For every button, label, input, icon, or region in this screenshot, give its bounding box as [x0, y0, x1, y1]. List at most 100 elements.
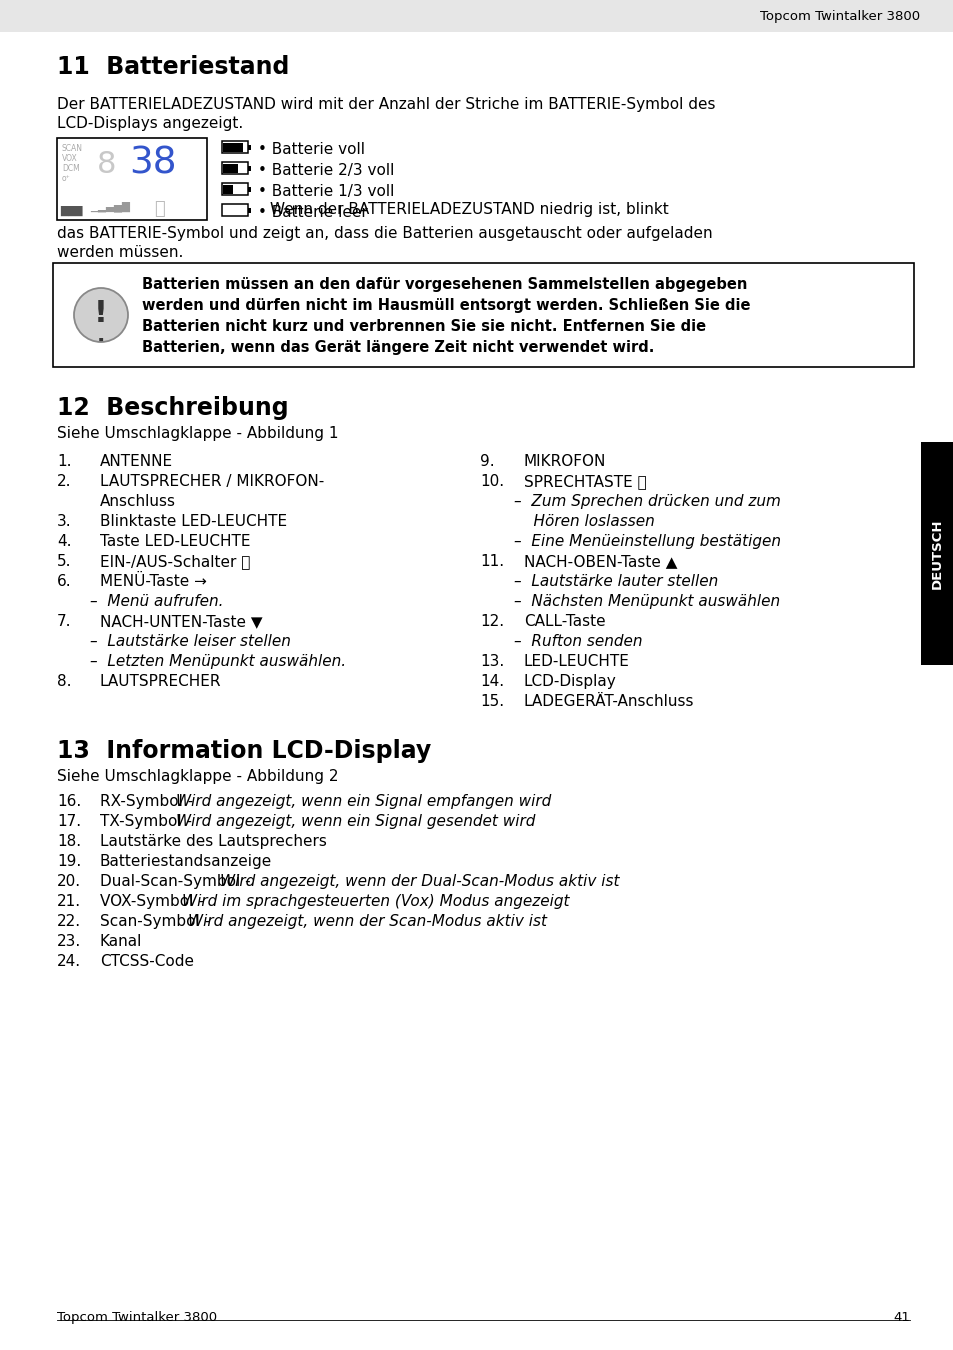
- Text: werden und dürfen nicht im Hausmüll entsorgt werden. Schließen Sie die: werden und dürfen nicht im Hausmüll ents…: [142, 298, 750, 313]
- Text: –  Zum Sprechen drücken und zum: – Zum Sprechen drücken und zum: [514, 494, 781, 509]
- Text: 10.: 10.: [479, 474, 503, 489]
- FancyBboxPatch shape: [0, 0, 953, 32]
- Text: 8: 8: [97, 150, 116, 180]
- Text: LED-LEUCHTE: LED-LEUCHTE: [523, 653, 629, 670]
- Text: 20.: 20.: [57, 873, 81, 890]
- Text: das BATTERIE-Symbol und zeigt an, dass die Batterien ausgetauscht oder aufgelade: das BATTERIE-Symbol und zeigt an, dass d…: [57, 225, 712, 242]
- FancyBboxPatch shape: [222, 140, 248, 153]
- Text: LAUTSPRECHER: LAUTSPRECHER: [100, 674, 221, 688]
- Text: 13  Information LCD-Display: 13 Information LCD-Display: [57, 738, 431, 763]
- Text: Blinktaste LED-LEUCHTE: Blinktaste LED-LEUCHTE: [100, 514, 287, 529]
- Text: MIKROFON: MIKROFON: [523, 454, 606, 468]
- Text: 18.: 18.: [57, 834, 81, 849]
- Text: 22.: 22.: [57, 914, 81, 929]
- FancyBboxPatch shape: [248, 144, 251, 150]
- Text: LCD-Display: LCD-Display: [523, 674, 616, 688]
- Text: ANTENNE: ANTENNE: [100, 454, 172, 468]
- Text: 41: 41: [892, 1311, 909, 1324]
- Text: 1.: 1.: [57, 454, 71, 468]
- Text: 7.: 7.: [57, 614, 71, 629]
- Text: Anschluss: Anschluss: [100, 494, 175, 509]
- Text: SPRECHTASTE Ⓜ: SPRECHTASTE Ⓜ: [523, 474, 646, 489]
- Text: MENÜ-Taste →: MENÜ-Taste →: [100, 574, 207, 589]
- FancyBboxPatch shape: [222, 204, 248, 216]
- Text: –  Lautstärke lauter stellen: – Lautstärke lauter stellen: [514, 574, 718, 589]
- FancyBboxPatch shape: [222, 162, 248, 174]
- Text: LADEGERÄT-Anschluss: LADEGERÄT-Anschluss: [523, 694, 694, 709]
- Text: o⁺: o⁺: [62, 174, 71, 184]
- FancyBboxPatch shape: [223, 163, 238, 173]
- Text: 6.: 6.: [57, 574, 71, 589]
- Text: 12.: 12.: [479, 614, 503, 629]
- Text: Batterien nicht kurz und verbrennen Sie sie nicht. Entfernen Sie die: Batterien nicht kurz und verbrennen Sie …: [142, 319, 705, 333]
- FancyBboxPatch shape: [248, 208, 251, 212]
- FancyBboxPatch shape: [222, 184, 248, 194]
- Text: –  Rufton senden: – Rufton senden: [514, 634, 641, 649]
- FancyBboxPatch shape: [223, 143, 243, 151]
- Text: • Batterie voll: • Batterie voll: [257, 142, 365, 157]
- Text: EIN-/AUS-Schalter ⏻: EIN-/AUS-Schalter ⏻: [100, 554, 250, 568]
- Text: Dual-Scan-Symbol -: Dual-Scan-Symbol -: [100, 873, 255, 890]
- FancyBboxPatch shape: [53, 263, 913, 367]
- Text: 3.: 3.: [57, 514, 71, 529]
- Text: CTCSS-Code: CTCSS-Code: [100, 954, 193, 969]
- FancyBboxPatch shape: [248, 186, 251, 192]
- Text: 19.: 19.: [57, 855, 81, 869]
- Text: !: !: [94, 298, 108, 328]
- Text: Siehe Umschlagklappe - Abbildung 2: Siehe Umschlagklappe - Abbildung 2: [57, 769, 338, 784]
- Text: DCM: DCM: [62, 163, 80, 173]
- Text: ███: ███: [60, 207, 82, 216]
- Text: 16.: 16.: [57, 794, 81, 809]
- FancyBboxPatch shape: [57, 138, 207, 220]
- Text: ⛉: ⛉: [153, 200, 165, 217]
- Text: 24.: 24.: [57, 954, 81, 969]
- Text: 13.: 13.: [479, 653, 504, 670]
- Text: 12  Beschreibung: 12 Beschreibung: [57, 396, 289, 420]
- Text: 14.: 14.: [479, 674, 503, 688]
- Text: VOX-Symbol -: VOX-Symbol -: [100, 894, 209, 909]
- Text: LAUTSPRECHER / MIKROFON-: LAUTSPRECHER / MIKROFON-: [100, 474, 324, 489]
- Text: –  Nächsten Menüpunkt auswählen: – Nächsten Menüpunkt auswählen: [514, 594, 780, 609]
- FancyBboxPatch shape: [920, 441, 953, 666]
- Text: 9.: 9.: [479, 454, 494, 468]
- Text: Hören loslassen: Hören loslassen: [514, 514, 654, 529]
- Text: TX-Symbol -: TX-Symbol -: [100, 814, 196, 829]
- Text: Kanal: Kanal: [100, 934, 142, 949]
- Text: 2.: 2.: [57, 474, 71, 489]
- Text: NACH-UNTEN-Taste ▼: NACH-UNTEN-Taste ▼: [100, 614, 262, 629]
- Text: 4.: 4.: [57, 535, 71, 549]
- Text: ▁▂▄▆█: ▁▂▄▆█: [90, 201, 130, 212]
- Text: 5.: 5.: [57, 554, 71, 568]
- Text: 15.: 15.: [479, 694, 503, 709]
- Text: Batterien, wenn das Gerät längere Zeit nicht verwendet wird.: Batterien, wenn das Gerät längere Zeit n…: [142, 340, 654, 355]
- Text: CALL-Taste: CALL-Taste: [523, 614, 605, 629]
- Text: Wird angezeigt, wenn der Dual-Scan-Modus aktiv ist: Wird angezeigt, wenn der Dual-Scan-Modus…: [219, 873, 618, 890]
- Text: 38: 38: [129, 146, 176, 182]
- Text: Batteriestandsanzeige: Batteriestandsanzeige: [100, 855, 272, 869]
- Text: Wird angezeigt, wenn ein Signal gesendet wird: Wird angezeigt, wenn ein Signal gesendet…: [175, 814, 535, 829]
- Text: 21.: 21.: [57, 894, 81, 909]
- Text: 11.: 11.: [479, 554, 503, 568]
- Text: –  Letzten Menüpunkt auswählen.: – Letzten Menüpunkt auswählen.: [90, 653, 346, 670]
- Circle shape: [75, 289, 127, 342]
- Text: Wenn der BATTERIELADEZUSTAND niedrig ist, blinkt: Wenn der BATTERIELADEZUSTAND niedrig ist…: [270, 202, 668, 217]
- Text: Taste LED-LEUCHTE: Taste LED-LEUCHTE: [100, 535, 251, 549]
- Text: 8.: 8.: [57, 674, 71, 688]
- FancyBboxPatch shape: [248, 166, 251, 170]
- Text: LCD-Displays angezeigt.: LCD-Displays angezeigt.: [57, 116, 243, 131]
- Text: Wird angezeigt, wenn ein Signal empfangen wird: Wird angezeigt, wenn ein Signal empfange…: [175, 794, 550, 809]
- Text: Batterien müssen an den dafür vorgesehenen Sammelstellen abgegeben: Batterien müssen an den dafür vorgesehen…: [142, 277, 746, 292]
- Text: –  Lautstärke leiser stellen: – Lautstärke leiser stellen: [90, 634, 291, 649]
- Text: VOX: VOX: [62, 154, 77, 163]
- Text: Topcom Twintalker 3800: Topcom Twintalker 3800: [760, 9, 919, 23]
- Text: 17.: 17.: [57, 814, 81, 829]
- Text: Scan-Symbol -: Scan-Symbol -: [100, 914, 214, 929]
- Text: .: .: [96, 325, 105, 346]
- Text: Wird im sprachgesteuerten (Vox) Modus angezeigt: Wird im sprachgesteuerten (Vox) Modus an…: [182, 894, 569, 909]
- Text: Der BATTERIELADEZUSTAND wird mit der Anzahl der Striche im BATTERIE-Symbol des: Der BATTERIELADEZUSTAND wird mit der Anz…: [57, 97, 715, 112]
- Text: • Batterie 2/3 voll: • Batterie 2/3 voll: [257, 163, 394, 178]
- Text: werden müssen.: werden müssen.: [57, 244, 183, 261]
- Text: Siehe Umschlagklappe - Abbildung 1: Siehe Umschlagklappe - Abbildung 1: [57, 427, 338, 441]
- Text: 23.: 23.: [57, 934, 81, 949]
- Text: RX-Symbol -: RX-Symbol -: [100, 794, 198, 809]
